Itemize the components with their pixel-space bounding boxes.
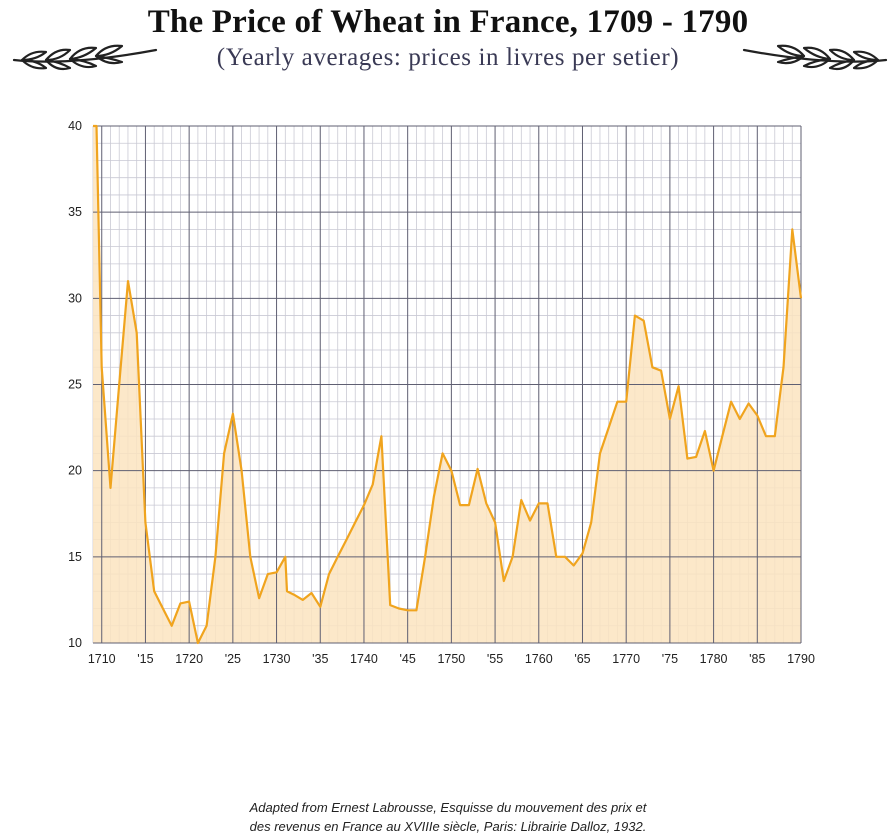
source-line-2: des revenus en France au XVIIIe siècle, … xyxy=(249,819,647,834)
x-axis-ticks: 1710 '15 1720 '25 1730 '35 1740 '45 1750 '55 1760 '… xyxy=(88,652,815,666)
source-note: Adapted from Ernest Labrousse, Esquisse … xyxy=(0,798,896,836)
x-tick-label: 1780 xyxy=(700,652,728,666)
chart-title: The Price of Wheat in France, 1709 - 179… xyxy=(147,4,749,40)
y-tick-label: 40 xyxy=(68,119,82,133)
x-tick-label: '15 xyxy=(137,652,153,666)
y-tick-label: 25 xyxy=(68,378,82,392)
x-tick-label: 1790 xyxy=(787,652,815,666)
x-tick-label: '35 xyxy=(312,652,328,666)
x-tick-label: 1710 xyxy=(88,652,116,666)
price-series-line xyxy=(93,124,803,645)
y-tick-label: 30 xyxy=(68,291,82,305)
x-tick-label: 1750 xyxy=(437,652,465,666)
y-axis-ticks: 10 15 20 25 30 35 40 xyxy=(68,119,82,650)
x-tick-label: 1730 xyxy=(263,652,291,666)
x-tick-label: 1760 xyxy=(525,652,553,666)
chart-subtitle: (Yearly averages: prices in livres per s… xyxy=(216,44,680,71)
wheat-price-chart: 10 15 20 25 30 35 40 1710 '15 1720 '25 1730 '35 1740… xyxy=(68,119,815,666)
price-area-fill xyxy=(93,126,801,643)
y-tick-label: 35 xyxy=(68,205,82,219)
x-tick-label: 1740 xyxy=(350,652,378,666)
x-tick-label: '75 xyxy=(662,652,678,666)
y-tick-label: 15 xyxy=(68,550,82,564)
wheat-ear-icon xyxy=(12,44,158,71)
major-gridlines xyxy=(93,125,802,644)
x-tick-label: '45 xyxy=(400,652,416,666)
x-tick-label: '85 xyxy=(749,652,765,666)
y-tick-label: 20 xyxy=(68,464,82,478)
x-tick-label: '25 xyxy=(225,652,241,666)
y-tick-label: 10 xyxy=(68,636,82,650)
x-tick-label: '55 xyxy=(487,652,503,666)
source-line-1: Adapted from Ernest Labrousse, Esquisse … xyxy=(249,800,647,815)
x-tick-label: 1770 xyxy=(612,652,640,666)
x-tick-label: '65 xyxy=(574,652,590,666)
x-tick-label: 1720 xyxy=(175,652,203,666)
wheat-ear-icon xyxy=(742,44,888,71)
